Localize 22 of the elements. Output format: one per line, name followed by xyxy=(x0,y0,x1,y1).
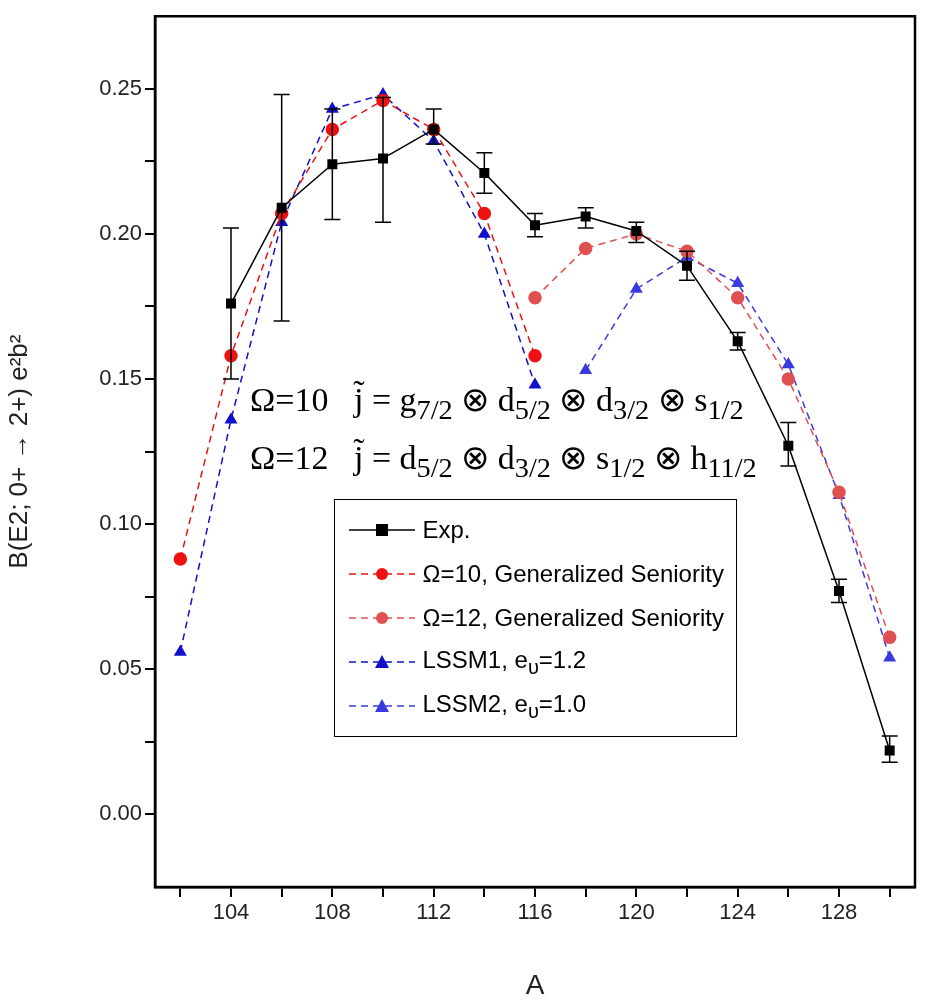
x-tick-label: 116 xyxy=(517,899,553,925)
legend-label: Ω=12, Generalized Seniority xyxy=(422,604,724,632)
y-axis-title: B(E2; 0+ → 2+) e²b² xyxy=(2,334,33,569)
y-tick-label: 0.15 xyxy=(99,365,142,391)
y-tick-label: 0.10 xyxy=(99,510,142,536)
y-tick-label: 0.00 xyxy=(99,800,142,826)
annotation: Ω=10 j̃ = g$_{7/2}$ ⊗ d$_{5/2}$ ⊗ d$_{3/2}$ ⊗ s$_{1/2}$ xyxy=(250,380,745,427)
y-tick-label: 0.05 xyxy=(99,655,142,681)
y-tick-label: 0.25 xyxy=(99,74,142,100)
legend-label: Exp. xyxy=(422,516,471,544)
legend-label: Ω=10, Generalized Seniority xyxy=(422,560,724,588)
x-tick-label: 108 xyxy=(313,899,351,925)
annotation: Ω=12 j̃ = d$_{5/2}$ ⊗ d$_{3/2}$ ⊗ s$_{1/2}$ ⊗ h$_{11/2}$ xyxy=(250,438,757,485)
x-tick-label: 128 xyxy=(820,899,858,925)
legend-label: LSSM2, e$_{υ}$=1.0 xyxy=(422,689,587,723)
x-tick-label: 120 xyxy=(617,899,655,925)
x-axis-title: A xyxy=(525,968,545,1000)
x-tick-label: 124 xyxy=(719,899,757,925)
x-tick-label: 112 xyxy=(416,899,452,925)
x-tick-label: 104 xyxy=(212,899,250,925)
y-tick-label: 0.20 xyxy=(99,219,142,245)
legend-label: LSSM1, e$_{υ}$=1.2 xyxy=(422,645,587,679)
